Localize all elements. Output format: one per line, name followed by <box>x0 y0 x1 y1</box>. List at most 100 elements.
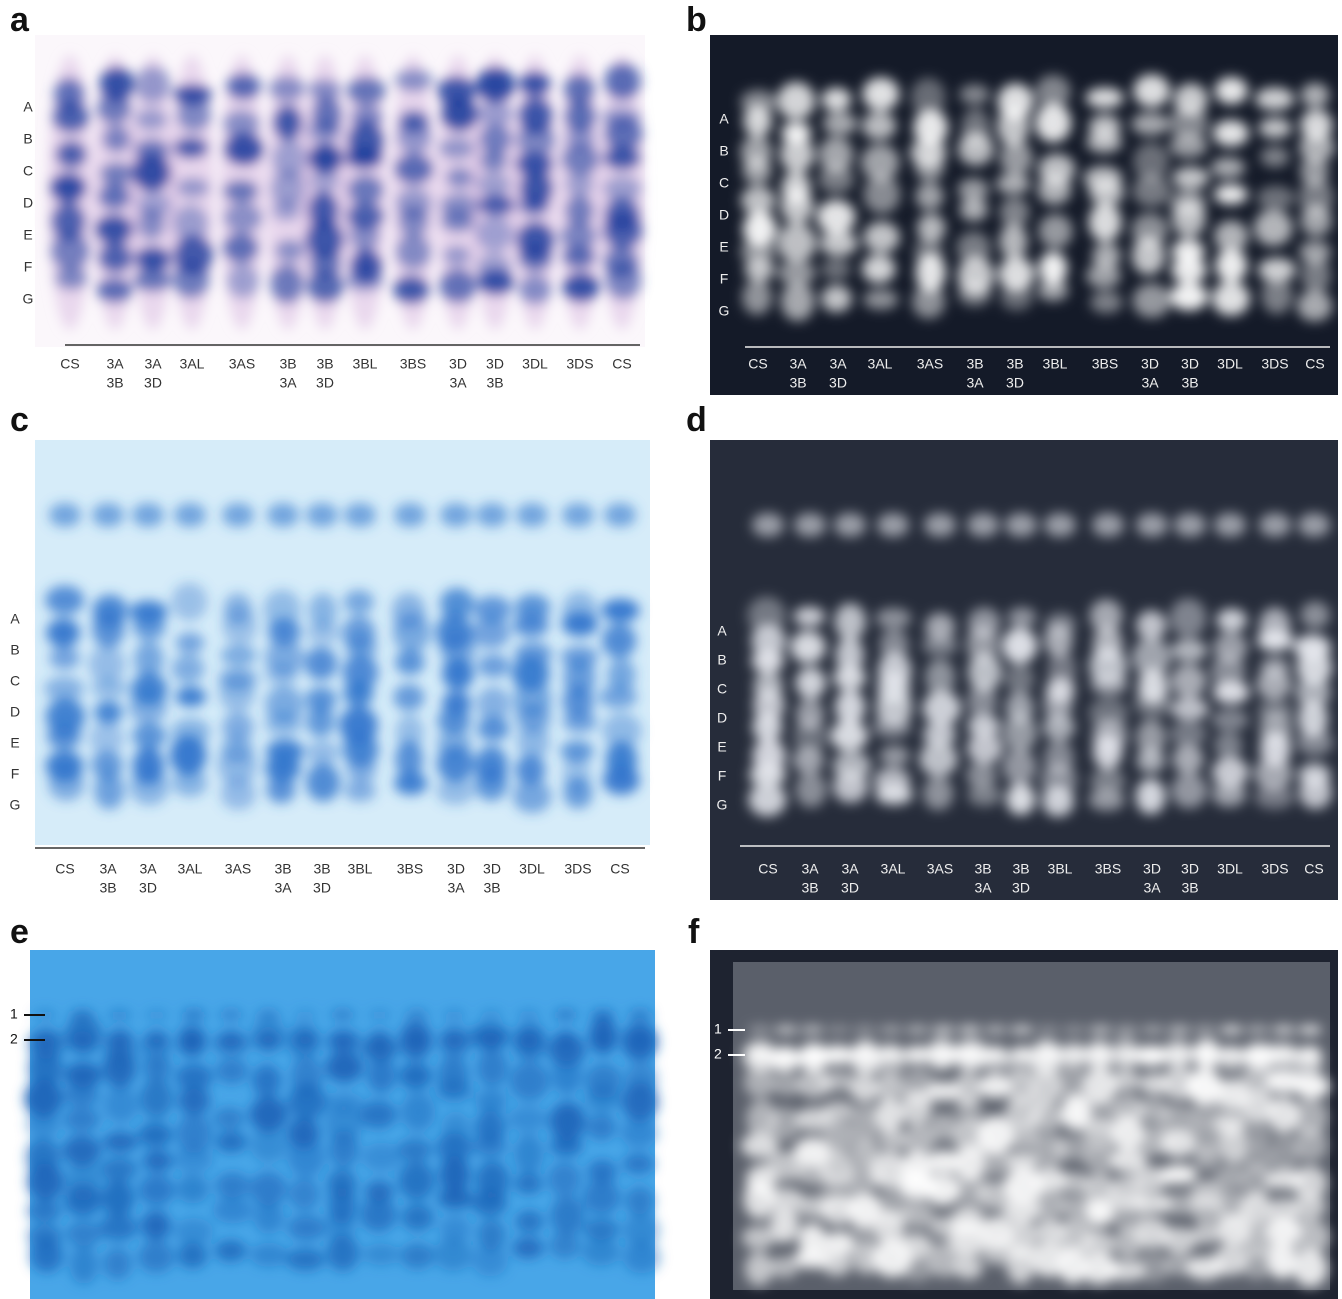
gel-band <box>1088 789 1124 811</box>
gel-band <box>107 1031 131 1049</box>
lane-label: 3D <box>316 375 334 391</box>
gel-band <box>1214 184 1248 204</box>
gel-band <box>1133 74 1170 107</box>
gel-band <box>331 1031 355 1049</box>
gel-band <box>1300 601 1329 628</box>
lane-label: 3DS <box>1261 356 1288 372</box>
gel-band <box>512 1237 543 1258</box>
gel-band <box>176 98 211 132</box>
gel-band <box>178 1243 208 1268</box>
gel-band <box>213 1197 253 1224</box>
gel-band <box>275 239 305 262</box>
gel-band <box>745 257 774 282</box>
gel-band <box>1036 1046 1060 1064</box>
gel-band <box>307 270 344 303</box>
gel-band <box>49 503 81 527</box>
lane-label: 3B <box>1012 861 1029 877</box>
gel-band <box>1000 197 1030 227</box>
gel-band <box>863 175 900 214</box>
gel-band <box>1044 513 1076 537</box>
gel-band <box>931 1025 955 1035</box>
gel-band <box>329 1131 358 1168</box>
gel-band <box>1043 714 1075 740</box>
marker-label: 2 <box>714 1046 722 1062</box>
gel-band <box>862 77 899 111</box>
gel-band <box>1260 146 1289 167</box>
gel-band <box>603 766 640 795</box>
lane-label: 3BS <box>1092 356 1118 372</box>
gel-band <box>1062 1025 1086 1035</box>
gel-band <box>103 1132 138 1153</box>
gel-band <box>1254 209 1293 246</box>
gel-band <box>1193 1147 1221 1171</box>
gel-band <box>51 232 90 270</box>
gel-band <box>1005 513 1037 537</box>
gel-band <box>863 222 900 253</box>
gel-band <box>172 655 205 684</box>
gel-band <box>25 1079 63 1118</box>
gel-band <box>1255 87 1294 110</box>
gel-band <box>143 1055 171 1081</box>
gel-band <box>92 503 124 527</box>
gel-band <box>92 610 125 648</box>
gel-band <box>875 608 911 629</box>
band-label: G <box>717 797 728 813</box>
band-label: D <box>719 207 729 223</box>
gel-band <box>872 715 911 738</box>
gel-band <box>968 683 997 721</box>
lane-label: 3A <box>447 880 465 896</box>
gel-band <box>360 1198 396 1232</box>
gel-band <box>830 721 868 751</box>
gel-band <box>91 678 127 698</box>
lane-label: 3B <box>966 356 983 372</box>
gel-band <box>1169 134 1207 158</box>
gel-band <box>1086 87 1124 108</box>
gel-band <box>346 77 386 106</box>
lane-label: 3DS <box>564 861 591 877</box>
gel-band <box>1296 729 1333 757</box>
gel-band <box>437 746 475 782</box>
gel-band <box>103 1248 131 1280</box>
gel-band <box>308 144 343 174</box>
gel-band <box>250 1128 286 1162</box>
gel-band <box>599 686 638 709</box>
gel-band <box>130 768 169 805</box>
lane-label: 3AL <box>180 356 205 372</box>
band-label: A <box>717 623 727 639</box>
gel-band <box>98 243 132 273</box>
gel-band <box>134 66 172 104</box>
lane-label: 3B <box>274 861 291 877</box>
gel-band <box>94 215 133 244</box>
gel-band <box>327 1235 359 1271</box>
gel-band <box>1003 749 1037 784</box>
gel-band <box>443 245 472 266</box>
gel-band <box>1214 220 1248 252</box>
gel-band <box>349 220 379 252</box>
band-label: B <box>23 131 32 147</box>
gel-band <box>601 599 639 622</box>
lane-label: 3DL <box>522 356 548 372</box>
gel-band <box>817 200 856 234</box>
marker-label: 1 <box>10 1006 18 1022</box>
gel-band <box>563 777 592 809</box>
lane-label: 3A <box>801 861 819 877</box>
gel-band <box>1160 1164 1198 1184</box>
lane-label: 3D <box>483 861 501 877</box>
gel-band <box>628 1010 652 1020</box>
band-label: C <box>23 163 33 179</box>
gel-band <box>306 741 339 765</box>
gel-band <box>472 617 510 649</box>
gel-band <box>250 1243 288 1267</box>
gel-band <box>621 1118 658 1148</box>
gel-band <box>1257 186 1295 210</box>
band-label: A <box>23 99 33 115</box>
gel-band <box>94 701 122 724</box>
gel-band <box>138 1123 172 1148</box>
gel-band <box>623 1153 654 1174</box>
gel-band <box>1170 598 1207 638</box>
lane-label: 3B <box>789 375 806 391</box>
gel-band <box>958 132 994 166</box>
gel-band <box>516 123 556 157</box>
gel-band <box>445 167 474 189</box>
